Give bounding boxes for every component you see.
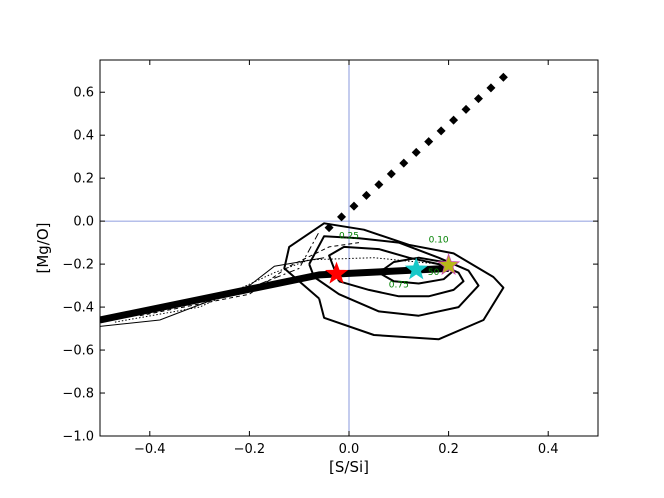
x-axis-label: [S/Si]: [329, 458, 369, 476]
y-tick-label: −0.6: [62, 344, 94, 359]
diamond-marker: [473, 94, 483, 104]
y-tick-label: 0.6: [73, 86, 94, 101]
y-tick-label: 0.2: [73, 172, 94, 187]
x-tick-label: −0.4: [134, 442, 166, 457]
x-tick-label: 0.0: [339, 442, 360, 457]
contour-0.25: [308, 235, 480, 317]
diamond-marker: [374, 180, 384, 190]
contour-label: 0.10: [429, 236, 449, 246]
x-tick-label: −0.2: [234, 442, 266, 457]
diamond-marker: [349, 201, 359, 211]
star-marker: [436, 253, 461, 276]
plot-area: 0.25 0.10 0.75 50: [100, 60, 598, 436]
tick-layer: −0.4 −0.2 0.0 0.2 0.4 −1.0 −0.8 −0.6 −0.4 −0.2 0.0…: [62, 60, 598, 457]
diamond-marker: [411, 147, 421, 157]
diamond-marker: [424, 137, 434, 147]
diamond-marker: [449, 115, 459, 125]
diamond-marker: [486, 83, 496, 93]
diamond-marker: [324, 223, 334, 233]
x-tick-label: 0.4: [538, 442, 559, 457]
diamond-marker: [386, 169, 396, 179]
diamond-marker: [436, 126, 446, 136]
y-tick-label: 0.0: [73, 215, 94, 230]
y-tick-label: −0.4: [62, 301, 94, 316]
x-tick-label: 0.2: [438, 442, 459, 457]
y-tick-label: −0.8: [62, 387, 94, 402]
y-tick-label: −0.2: [62, 258, 94, 273]
diamond-marker: [337, 212, 347, 222]
contour-label: 50: [428, 268, 440, 278]
star-marker: [404, 257, 428, 280]
diamond-marker: [399, 158, 409, 168]
diamond-marker: [361, 190, 371, 200]
contour-label: 0.75: [389, 281, 409, 291]
series-line-thick-solid: [100, 264, 449, 324]
contour-0.50: [328, 245, 465, 298]
series-line-dashdot: [100, 231, 320, 323]
y-tick-label: 0.4: [73, 129, 94, 144]
series-line-thin-solid: [100, 257, 325, 327]
diamond-marker: [461, 104, 471, 114]
contour-label: 0.25: [339, 231, 359, 241]
contour-0.10: [283, 222, 505, 341]
y-tick-label: −1.0: [62, 430, 94, 445]
series-line-dotted: [114, 257, 439, 323]
diamond-marker: [498, 72, 508, 82]
star-marker: [324, 261, 349, 284]
y-axis-label: [Mg/O]: [34, 222, 52, 273]
